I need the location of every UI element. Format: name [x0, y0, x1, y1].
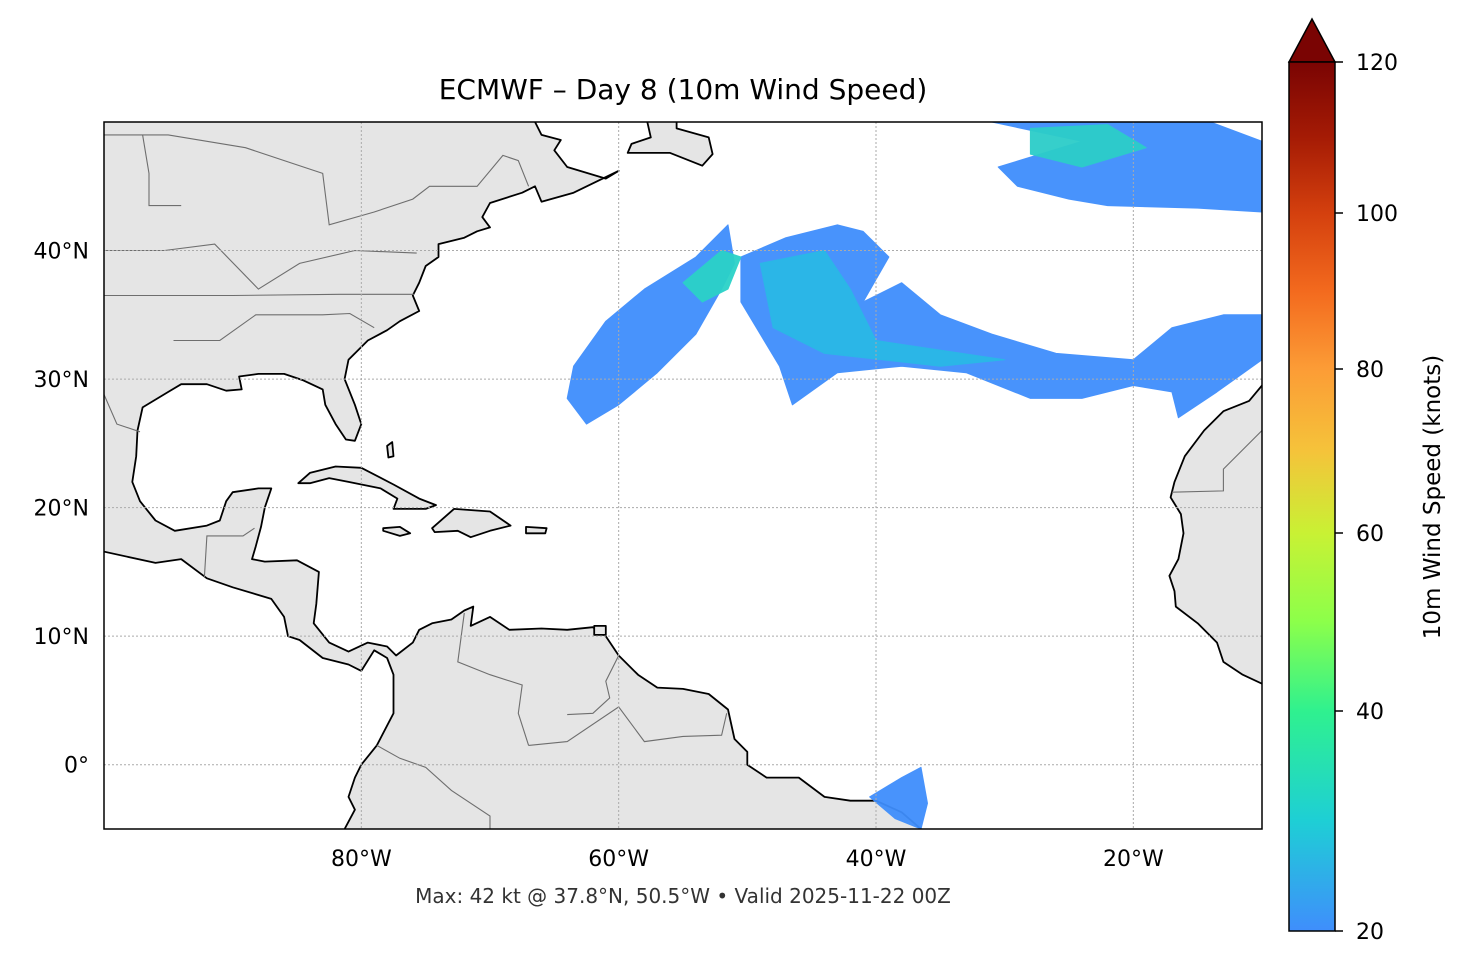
colorbar-tick-label: 80: [1356, 358, 1384, 383]
colorbar-tick-label: 20: [1356, 920, 1384, 945]
colorbar-tick-label: 40: [1356, 700, 1384, 725]
border-us-states-4: [142, 134, 182, 207]
land-puerto-rico: [525, 526, 548, 535]
land-trinidad: [593, 625, 607, 636]
wind-region-northeast: [991, 122, 1262, 213]
lon-tick-label: 40°W: [846, 847, 907, 872]
lat-tick-label: 20°N: [34, 497, 89, 522]
borders-layer: [104, 134, 1262, 829]
wind-core-max: [682, 250, 742, 303]
colorbar-tick-label: 60: [1356, 522, 1384, 547]
land-cuba: [297, 465, 437, 510]
land-americas: [104, 122, 923, 829]
colorbar: 20 40 60 80 100 120 10m Wind Speed (knots): [1287, 17, 1446, 945]
map-axes: 80°W 60°W 40°W 20°W 40°N 30°N 20°N 10°N 0°: [34, 240, 1164, 872]
wind-core-northeast: [1029, 124, 1147, 168]
border-colombia-south: [376, 744, 491, 829]
lon-tick-label: 20°W: [1103, 847, 1164, 872]
land-andros: [386, 441, 395, 459]
gridlines: [104, 122, 1262, 829]
border-us-states-2: [104, 293, 415, 297]
land-newfoundland: [626, 122, 714, 167]
border-us-mexico: [104, 394, 141, 433]
map-frame: [103, 121, 1263, 830]
colorbar-tick-label: 120: [1356, 51, 1398, 76]
border-brazil-north: [528, 706, 728, 746]
land-jamaica: [382, 526, 412, 537]
border-venezuela-guyana: [567, 655, 620, 716]
wind-layer: [566, 122, 1262, 829]
lat-tick-label: 10°N: [34, 625, 89, 650]
lon-tick-label: 80°W: [331, 847, 392, 872]
colorbar-gradient: [1288, 61, 1336, 932]
colorbar-extend-arrow: [1287, 17, 1337, 63]
colorbar-label: 10m Wind Speed (knots): [1420, 355, 1446, 639]
lat-tick-label: 0°: [64, 754, 89, 779]
border-mexico-guatemala: [203, 527, 255, 578]
wind-region-south: [869, 766, 928, 829]
map-footer: Max: 42 kt @ 37.8°N, 50.5°W • Valid 2025…: [415, 884, 951, 908]
land-layer: [104, 122, 1262, 829]
lon-tick-label: 60°W: [588, 847, 649, 872]
lat-tick-label: 30°N: [34, 368, 89, 393]
land-africa: [1168, 384, 1262, 686]
border-west-africa: [1171, 429, 1262, 493]
map-plot-area: [104, 122, 1262, 829]
border-colombia-venezuela: [457, 612, 530, 746]
colorbar-tick-label: 100: [1356, 202, 1398, 227]
border-us-states-3: [173, 312, 375, 342]
lat-tick-label: 40°N: [34, 240, 89, 265]
map-title: ECMWF – Day 8 (10m Wind Speed): [439, 73, 928, 106]
border-us-canada: [104, 134, 530, 226]
land-hispaniola: [431, 507, 512, 539]
wind-core-east: [759, 250, 1006, 367]
